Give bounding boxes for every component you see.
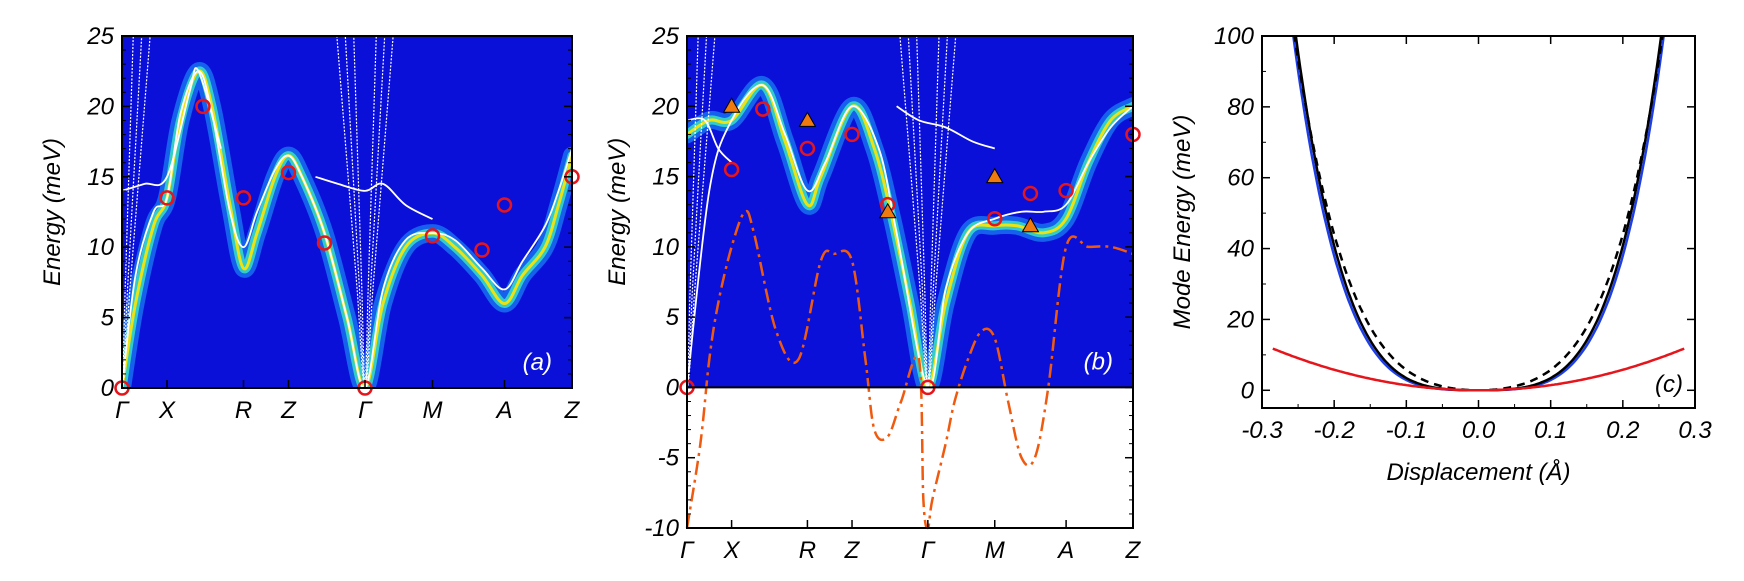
y-tick-label: 5 — [666, 304, 680, 331]
x-tick-label: X — [158, 397, 176, 424]
plot-frame — [1261, 35, 1696, 409]
exp-point — [424, 228, 441, 244]
plot-frame — [121, 35, 573, 389]
y-tick-label: 15 — [652, 164, 679, 191]
dft-line — [122, 67, 222, 192]
exp-point — [755, 101, 771, 117]
x-tick-label: A — [494, 397, 512, 424]
dft-line — [687, 117, 733, 164]
exp-point — [799, 140, 816, 157]
y-tick-label: 20 — [1226, 306, 1254, 333]
y-tick-label: -10 — [644, 515, 679, 542]
panel-label: (a) — [523, 349, 552, 376]
exp-triangle — [878, 202, 897, 219]
x-tick-label: Γ — [358, 397, 373, 424]
x-tick-label: Z — [564, 397, 581, 424]
x-tick-label: R — [799, 537, 816, 564]
panel-b: -10 -5 0 5 10 15 20 25 Γ X R Z Γ M A Z Energy (meV) (b) — [604, 23, 1142, 564]
x-tick-label: M — [423, 397, 443, 424]
exp-point — [195, 98, 211, 115]
y-tick-label: 20 — [651, 93, 679, 120]
x-tick-label: A — [1056, 537, 1074, 564]
y-axis-title: Mode Energy (meV) — [1169, 115, 1196, 330]
panel-label: (c) — [1655, 371, 1683, 398]
dft-line — [122, 70, 572, 388]
exp-point — [844, 126, 860, 143]
y-tick-label: 0 — [1241, 377, 1255, 404]
series-black-dashed — [1293, 36, 1664, 392]
x-tick-label: 0.3 — [1678, 417, 1712, 444]
dash-dot-curve — [685, 209, 1134, 530]
y-axis-title: Energy (meV) — [604, 138, 631, 286]
x-tick-label: M — [985, 537, 1005, 564]
curves-layer — [1272, 36, 1685, 392]
panel-c: -0.3 -0.2 -0.1 0.0 0.1 0.2 0.3 0 20 40 60 80 100 Disp… — [1169, 23, 1712, 486]
band-layer — [687, 36, 1133, 388]
x-tick-label: Z — [280, 397, 297, 424]
x-tick-label: -0.2 — [1313, 417, 1354, 444]
series-blue — [1292, 36, 1665, 392]
y-axis-title: Energy (meV) — [39, 138, 66, 286]
exp-point — [723, 161, 740, 178]
y-tick-label: 25 — [651, 23, 679, 50]
exp-point — [159, 190, 175, 206]
exp-point — [986, 210, 1003, 227]
series-black-solid — [1294, 36, 1663, 392]
x-tick-label: Γ — [115, 397, 130, 424]
y-tick-label: 20 — [86, 93, 114, 120]
plot-frame — [686, 35, 1134, 529]
x-axis-title: Displacement (Å) — [1386, 458, 1570, 486]
x-tick-label: Z — [844, 537, 861, 564]
series-red — [1272, 347, 1685, 392]
dft-line — [315, 175, 433, 220]
y-tick-label: 10 — [87, 234, 114, 261]
exp-triangle — [722, 97, 741, 113]
y-tick-label: 60 — [1227, 165, 1254, 192]
x-tick-label: -0.1 — [1386, 417, 1427, 444]
panel-a: 0 5 10 15 20 25 Γ X R Z Γ M A Z Energy (meV) (a) — [39, 23, 581, 424]
dft-line — [687, 84, 1133, 388]
y-tick-label: 10 — [652, 234, 679, 261]
y-tick-label: 80 — [1227, 94, 1254, 121]
y-tick-label: 15 — [87, 164, 114, 191]
x-tick-label: Z — [1125, 537, 1142, 564]
y-tick-label: 40 — [1227, 236, 1254, 263]
y-tick-label: 0 — [101, 375, 115, 402]
x-tick-label: -0.3 — [1241, 417, 1283, 444]
panel-label: (b) — [1084, 348, 1113, 375]
x-tick-label: 0.0 — [1462, 417, 1496, 444]
x-tick-label: R — [235, 397, 252, 424]
exp-triangle — [1021, 216, 1040, 233]
x-tick-label: Γ — [680, 537, 695, 564]
y-tick-label: 0 — [666, 374, 680, 401]
exp-point — [280, 164, 297, 181]
x-tick-label: 0.2 — [1606, 417, 1639, 444]
exp-triangle — [798, 111, 817, 127]
exp-point — [1058, 182, 1074, 199]
y-tick-label: 5 — [101, 305, 115, 332]
exp-triangle — [985, 167, 1004, 184]
x-tick-label: 0.1 — [1534, 417, 1567, 444]
exp-point — [1022, 185, 1039, 202]
y-tick-label: 25 — [86, 23, 114, 50]
x-tick-label: X — [723, 537, 741, 564]
y-tick-label: -5 — [658, 445, 680, 472]
x-tick-label: Γ — [921, 537, 936, 564]
exp-point — [316, 235, 333, 251]
y-tick-label: 100 — [1214, 23, 1255, 50]
dft-line — [896, 105, 996, 150]
exp-point — [474, 242, 490, 258]
exp-point — [496, 197, 513, 213]
band-peak — [687, 83, 1133, 388]
exp-point — [235, 190, 252, 206]
band-layer — [122, 36, 572, 388]
